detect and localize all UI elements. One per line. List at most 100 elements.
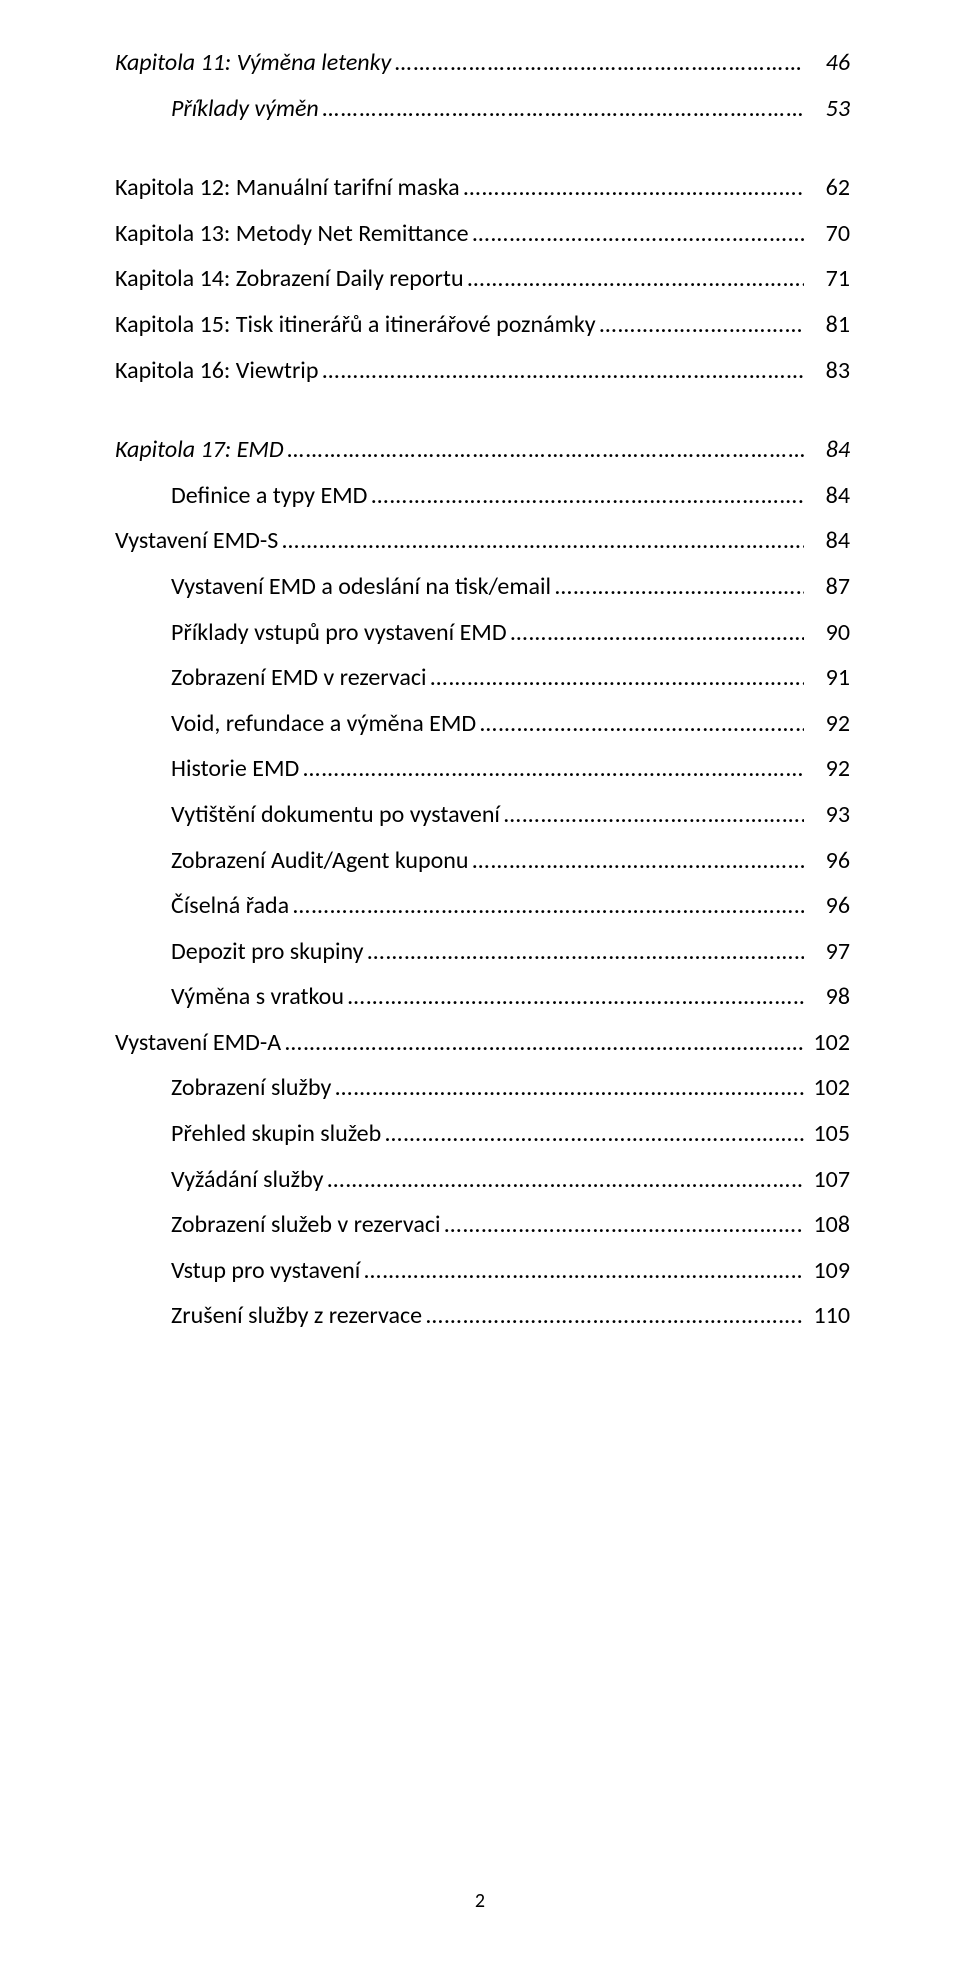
toc-entry-label: Vystavení EMD-S [115, 518, 278, 564]
toc-entry: Zobrazení služeb v rezervaci………………………………… [171, 1202, 850, 1248]
document-page: Kapitola 11: Výměna letenky…………………………………… [0, 0, 960, 1969]
toc-entry: Vystavení EMD a odeslání na tisk/email……… [171, 564, 850, 610]
toc-entry: Kapitola 13: Metody Net Remittance………………… [115, 211, 850, 257]
toc-leader: …………………………………………………………………………………………………………… [464, 256, 804, 302]
toc-entry-label: Kapitola 15: Tisk itinerářů a itinerářov… [115, 302, 596, 348]
toc-entry-page: 84 [804, 473, 850, 519]
toc-entry-label: Kapitola 11: Výměna letenky [115, 40, 391, 86]
toc-leader: …………………………………………………………………………………………………………… [551, 564, 804, 610]
toc-leader: …………………………………………………………………………………………………………… [391, 40, 804, 86]
toc-entry-label: Číselná řada [171, 883, 289, 929]
toc-leader: …………………………………………………………………………………………………………… [422, 1293, 803, 1339]
toc-entry-label: Definice a typy EMD [171, 473, 367, 519]
toc-entry: Kapitola 11: Výměna letenky…………………………………… [115, 40, 850, 86]
toc-leader: …………………………………………………………………………………………………………… [364, 929, 804, 975]
toc-entry: Zobrazení Audit/Agent kuponu………………………………… [171, 838, 850, 884]
toc-entry: Přehled skupin služeb…………………………………………………… [171, 1111, 850, 1157]
toc-entry-label: Depozit pro skupiny [171, 929, 364, 975]
toc-entry-page: 110 [804, 1293, 851, 1339]
toc-entry-label: Vystavení EMD-A [115, 1020, 281, 1066]
toc-entry-page: 93 [804, 792, 850, 838]
toc-entry-page: 96 [804, 883, 850, 929]
toc-entry: Vystavení EMD-S…………………………………………………………………… [115, 518, 850, 564]
toc-leader: …………………………………………………………………………………………………………… [441, 1202, 804, 1248]
page-footer: 2 [0, 1889, 960, 1913]
toc-entry-page: 96 [804, 838, 850, 884]
toc-entry: Historie EMD…………………………………………………………………………… [171, 746, 850, 792]
toc-entry-page: 83 [804, 348, 850, 394]
toc-entry: Kapitola 15: Tisk itinerářů a itinerářov… [115, 302, 850, 348]
toc-entry: Zobrazení EMD v rezervaci………………………………………… [171, 655, 850, 701]
toc-entry-page: 84 [804, 427, 850, 473]
toc-entry-label: Zobrazení Audit/Agent kuponu [171, 838, 469, 884]
table-of-contents: Kapitola 11: Výměna letenky…………………………………… [115, 40, 850, 1339]
toc-entry: Kapitola 16: Viewtrip…………………………………………………… [115, 348, 850, 394]
toc-entry-page: 92 [804, 746, 850, 792]
toc-entry-label: Příklady výměn [171, 86, 319, 132]
toc-entry: Vstup pro vystavení………………………………………………………… [171, 1248, 850, 1294]
toc-entry-page: 81 [804, 302, 850, 348]
toc-entry: Void, refundace a výměna EMD………………………………… [171, 701, 850, 747]
toc-entry-page: 108 [804, 1202, 851, 1248]
toc-entry-label: Void, refundace a výměna EMD [171, 701, 476, 747]
toc-leader: …………………………………………………………………………………………………………… [299, 746, 804, 792]
toc-entry-page: 46 [804, 40, 850, 86]
toc-entry-label: Vytištění dokumentu po vystavení [171, 792, 500, 838]
toc-entry-page: 53 [804, 86, 850, 132]
toc-entry-page: 92 [804, 701, 850, 747]
toc-leader: …………………………………………………………………………………………………………… [318, 348, 804, 394]
toc-entry: Číselná řada…………………………………………………………………………… [171, 883, 850, 929]
toc-entry-label: Kapitola 12: Manuální tarifní maska [115, 165, 460, 211]
toc-gap [115, 131, 850, 165]
toc-entry-page: 102 [804, 1065, 851, 1111]
toc-entry-page: 98 [804, 974, 850, 1020]
toc-leader: …………………………………………………………………………………………………………… [469, 838, 804, 884]
toc-entry: Vyžádání služby…………………………………………………………………… [171, 1157, 850, 1203]
toc-leader: …………………………………………………………………………………………………………… [507, 610, 804, 656]
toc-entry-label: Zrušení služby z rezervace [171, 1293, 422, 1339]
toc-entry-page: 102 [804, 1020, 851, 1066]
toc-entry: Kapitola 12: Manuální tarifní maska……………… [115, 165, 850, 211]
page-number: 2 [475, 1889, 485, 1913]
toc-entry-label: Výměna s vratkou [171, 974, 344, 1020]
toc-entry: Příklady vstupů pro vystavení EMD…………………… [171, 610, 850, 656]
toc-entry-page: 70 [804, 211, 850, 257]
toc-entry-page: 71 [804, 256, 850, 302]
toc-leader: …………………………………………………………………………………………………………… [289, 883, 804, 929]
toc-leader: …………………………………………………………………………………………………………… [596, 302, 804, 348]
toc-entry-label: Vyžádání služby [171, 1157, 323, 1203]
toc-leader: …………………………………………………………………………………………………………… [331, 1065, 803, 1111]
toc-entry-page: 109 [804, 1248, 851, 1294]
toc-entry: Vytištění dokumentu po vystavení……………………… [171, 792, 850, 838]
toc-leader: …………………………………………………………………………………………………………… [278, 518, 804, 564]
toc-leader: …………………………………………………………………………………………………………… [323, 1157, 803, 1203]
toc-entry: Kapitola 17: EMD………………………………………………………………… [115, 427, 850, 473]
toc-entry-label: Zobrazení služeb v rezervaci [171, 1202, 441, 1248]
toc-entry-page: 107 [804, 1157, 851, 1203]
toc-entry-label: Kapitola 17: EMD [115, 427, 284, 473]
toc-entry-page: 105 [804, 1111, 851, 1157]
toc-entry-label: Přehled skupin služeb [171, 1111, 381, 1157]
toc-entry-label: Zobrazení EMD v rezervaci [171, 655, 427, 701]
toc-entry-page: 97 [804, 929, 850, 975]
toc-entry: Kapitola 14: Zobrazení Daily reportu…………… [115, 256, 850, 302]
toc-entry-page: 62 [804, 165, 850, 211]
toc-entry: Příklady výměn……………………………………………………………………… [171, 86, 850, 132]
toc-entry-label: Vystavení EMD a odeslání na tisk/email [171, 564, 551, 610]
toc-entry-label: Kapitola 13: Metody Net Remittance [115, 211, 469, 257]
toc-leader: …………………………………………………………………………………………………………… [476, 701, 804, 747]
toc-entry: Zrušení služby z rezervace……………………………………… [171, 1293, 850, 1339]
toc-leader: …………………………………………………………………………………………………………… [460, 165, 804, 211]
toc-entry-label: Kapitola 16: Viewtrip [115, 348, 318, 394]
toc-entry-label: Vstup pro vystavení [171, 1248, 360, 1294]
toc-gap [115, 393, 850, 427]
toc-entry-page: 87 [804, 564, 850, 610]
toc-entry-page: 91 [804, 655, 850, 701]
toc-entry-label: Kapitola 14: Zobrazení Daily reportu [115, 256, 464, 302]
toc-leader: …………………………………………………………………………………………………………… [367, 473, 804, 519]
toc-entry: Zobrazení služby………………………………………………………………… [171, 1065, 850, 1111]
toc-leader: …………………………………………………………………………………………………………… [360, 1248, 803, 1294]
toc-entry-label: Historie EMD [171, 746, 299, 792]
toc-entry-label: Příklady vstupů pro vystavení EMD [171, 610, 507, 656]
toc-leader: …………………………………………………………………………………………………………… [284, 427, 804, 473]
